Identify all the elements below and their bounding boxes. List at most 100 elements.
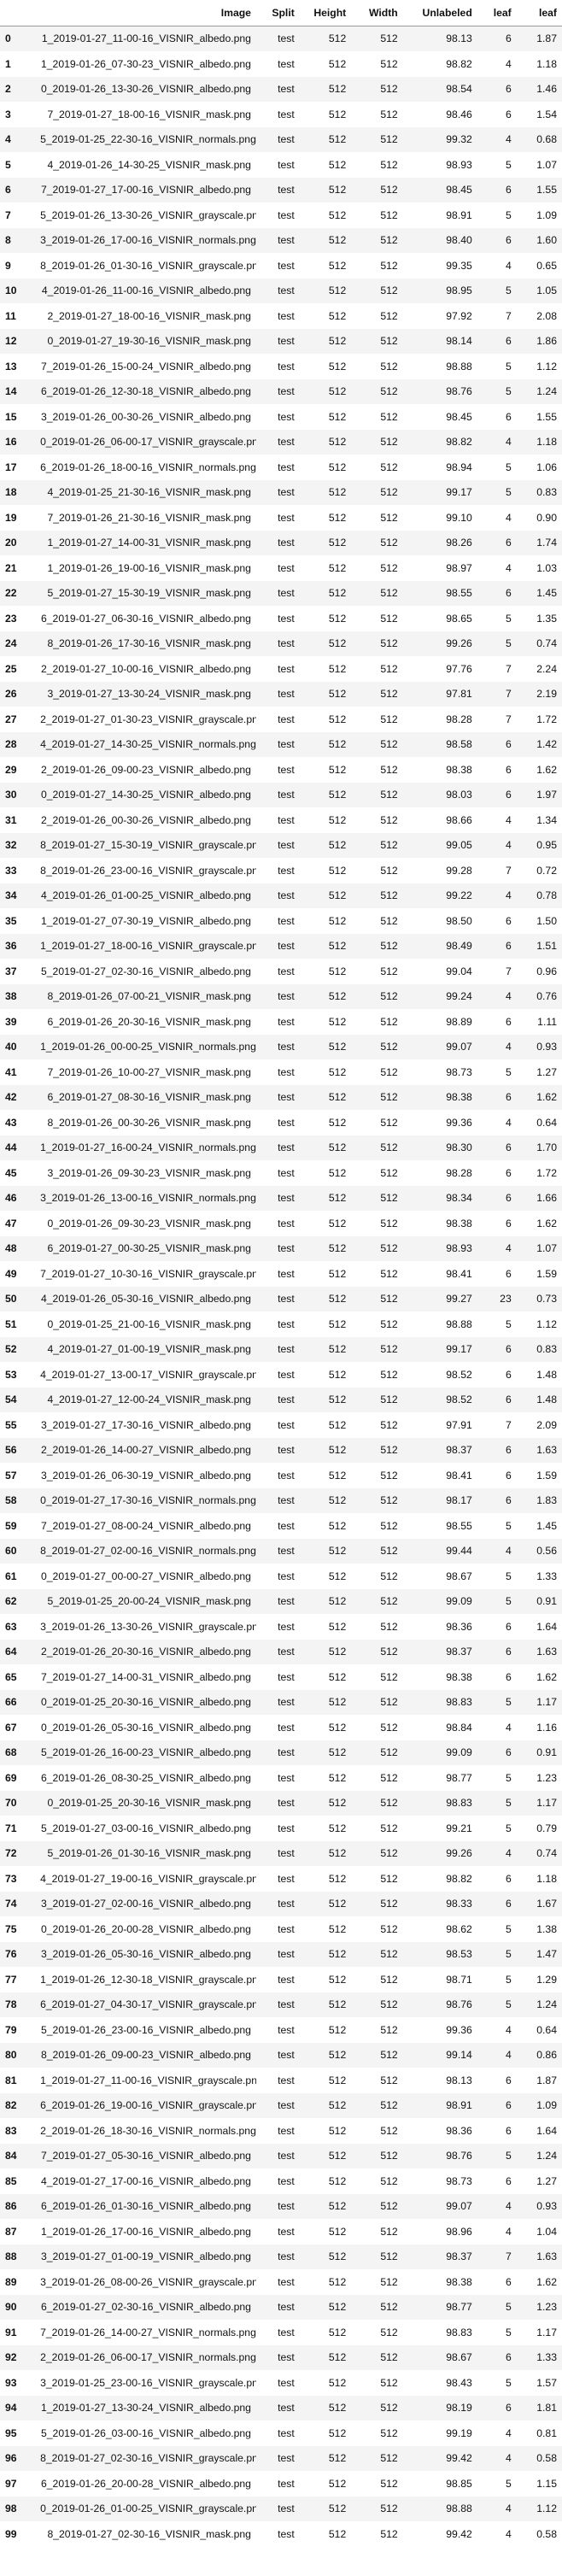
split-cell: test (278, 1166, 295, 1179)
width-cell: 512 (380, 1166, 398, 1179)
row-index: 92 (5, 2351, 17, 2364)
image-cell: 6_2019-01-27_08-30-16_VISNIR_mask.png (47, 1091, 251, 1104)
leaf-percent-cell: 0.72 (536, 864, 557, 877)
unlabeled-column-header: Unlabeled (402, 0, 477, 26)
table-row: 6 7_2019-01-27_17-00-16_VISNIR_albedo.png… (0, 177, 562, 202)
split-cell: test (278, 2452, 295, 2465)
table-row: 88 3_2019-01-27_01-00-19_VISNIR_albedo.pn… (0, 2244, 562, 2269)
row-index: 13 (5, 360, 17, 373)
leaf-count-cell: 6 (505, 1368, 512, 1381)
height-cell: 512 (328, 612, 347, 625)
height-cell: 512 (328, 1872, 347, 1885)
width-cell: 512 (380, 839, 398, 852)
width-cell: 512 (380, 713, 398, 725)
width-cell: 512 (380, 2426, 398, 2439)
image-cell: 8_2019-01-26_09-00-23_VISNIR_albedo.png (40, 2049, 251, 2062)
split-cell: test (278, 83, 295, 96)
height-cell: 512 (328, 1394, 347, 1406)
height-cell: 512 (328, 1570, 347, 1582)
image-cell: 3_2019-01-27_02-00-16_VISNIR_albedo.png (40, 1898, 251, 1910)
leaf-count-cell: 6 (505, 1343, 512, 1356)
unlabeled-cell: 98.38 (446, 1670, 472, 1683)
table-row: 46 3_2019-01-26_13-00-16_VISNIR_normals.p… (0, 1185, 562, 1211)
leaf-percent-cell: 1.86 (536, 335, 557, 348)
leaf-count-cell: 4 (505, 1721, 512, 1734)
leaf-percent-cell: 2.19 (536, 688, 557, 701)
table-row: 41 7_2019-01-26_10-00-27_VISNIR_mask.png t… (0, 1059, 562, 1085)
height-cell: 512 (328, 1948, 347, 1961)
image-cell: 3_2019-01-26_06-30-19_VISNIR_albedo.png (40, 1469, 251, 1482)
row-index: 23 (5, 612, 17, 625)
table-row: 4 5_2019-01-25_22-30-16_VISNIR_normals.pn… (0, 126, 562, 152)
leaf-percent-cell: 1.18 (536, 1872, 557, 1885)
image-cell: 3_2019-01-26_17-00-16_VISNIR_normals.png (40, 234, 256, 247)
image-cell: 1_2019-01-27_14-00-31_VISNIR_mask.png (47, 537, 251, 549)
height-cell: 512 (328, 587, 347, 600)
leaf-count-cell: 7 (505, 713, 512, 725)
image-cell: 4_2019-01-27_01-00-19_VISNIR_mask.png (47, 1343, 251, 1356)
split-cell: test (278, 1368, 295, 1381)
table-row: 28 4_2019-01-27_14-30-25_VISNIR_normals.p… (0, 731, 562, 757)
leaf-percent-cell: 1.62 (536, 763, 557, 776)
split-column-header: Split (255, 0, 300, 26)
split-cell: test (278, 1746, 295, 1759)
header-row: Image Split Height Width Unlabeled leaf … (0, 0, 562, 26)
image-cell: 4_2019-01-27_19-00-16_VISNIR_grayscale.p… (40, 1872, 256, 1885)
height-cell: 512 (328, 2049, 347, 2062)
leaf-percent-cell: 1.67 (536, 1898, 557, 1910)
width-cell: 512 (380, 1343, 398, 1356)
table-row: 56 2_2019-01-26_14-00-27_VISNIR_albedo.pn… (0, 1437, 562, 1463)
unlabeled-cell: 99.09 (446, 1595, 472, 1608)
split-cell: test (278, 1242, 295, 1255)
leaf-percent-cell: 0.73 (536, 1293, 557, 1306)
width-cell: 512 (380, 1998, 398, 2011)
unlabeled-cell: 98.85 (446, 2477, 472, 2490)
leaf-percent-cell: 1.87 (536, 2074, 557, 2086)
table-row: 23 6_2019-01-27_06-30-16_VISNIR_albedo.pn… (0, 606, 562, 631)
leaf-percent-cell: 1.81 (536, 2402, 557, 2415)
leaf-count-cell: 7 (505, 1418, 512, 1431)
leaf-percent-cell: 1.83 (536, 1494, 557, 1507)
height-cell: 512 (328, 2225, 347, 2238)
row-index: 43 (5, 1116, 17, 1129)
image-column-header: Image (35, 0, 256, 26)
row-index: 53 (5, 1368, 17, 1381)
split-cell: test (278, 158, 295, 171)
width-cell: 512 (380, 1192, 398, 1205)
width-cell: 512 (380, 990, 398, 1003)
width-cell: 512 (380, 486, 398, 499)
split-cell: test (278, 789, 295, 801)
height-cell: 512 (328, 57, 347, 70)
leaf-count-cell: 5 (505, 1570, 512, 1582)
row-index: 3 (5, 108, 11, 120)
row-index: 41 (5, 1065, 17, 1078)
row-index: 67 (5, 1721, 17, 1734)
split-cell: test (278, 1620, 295, 1633)
height-cell: 512 (328, 108, 347, 120)
leaf-percent-cell: 1.17 (536, 1797, 557, 1810)
leaf-count-cell: 7 (505, 662, 512, 675)
height-cell: 512 (328, 713, 347, 725)
width-cell: 512 (380, 1922, 398, 1935)
height-cell: 512 (328, 1267, 347, 1280)
table-row: 85 4_2019-01-27_17-00-16_VISNIR_albedo.pn… (0, 2168, 562, 2194)
leaf-count-cell: 6 (505, 1670, 512, 1683)
image-cell: 2_2019-01-27_10-00-16_VISNIR_albedo.png (40, 662, 251, 675)
split-cell: test (278, 889, 295, 902)
row-index: 54 (5, 1394, 17, 1406)
leaf-percent-cell: 0.68 (536, 133, 557, 146)
leaf-count-cell: 6 (505, 763, 512, 776)
height-cell: 512 (328, 889, 347, 902)
split-cell: test (278, 2426, 295, 2439)
split-cell: test (278, 2124, 295, 2137)
unlabeled-cell: 99.17 (446, 486, 472, 499)
image-cell: 1_2019-01-27_16-00-24_VISNIR_normals.png (40, 1141, 256, 1154)
row-index: 17 (5, 461, 17, 473)
height-cell: 512 (328, 309, 347, 322)
leaf-percent-cell: 1.12 (536, 1317, 557, 1330)
width-cell: 512 (380, 2503, 398, 2515)
split-cell: test (278, 1091, 295, 1104)
leaf-percent-cell: 1.34 (536, 813, 557, 826)
leaf-percent-cell: 1.50 (536, 914, 557, 927)
width-cell: 512 (380, 259, 398, 272)
